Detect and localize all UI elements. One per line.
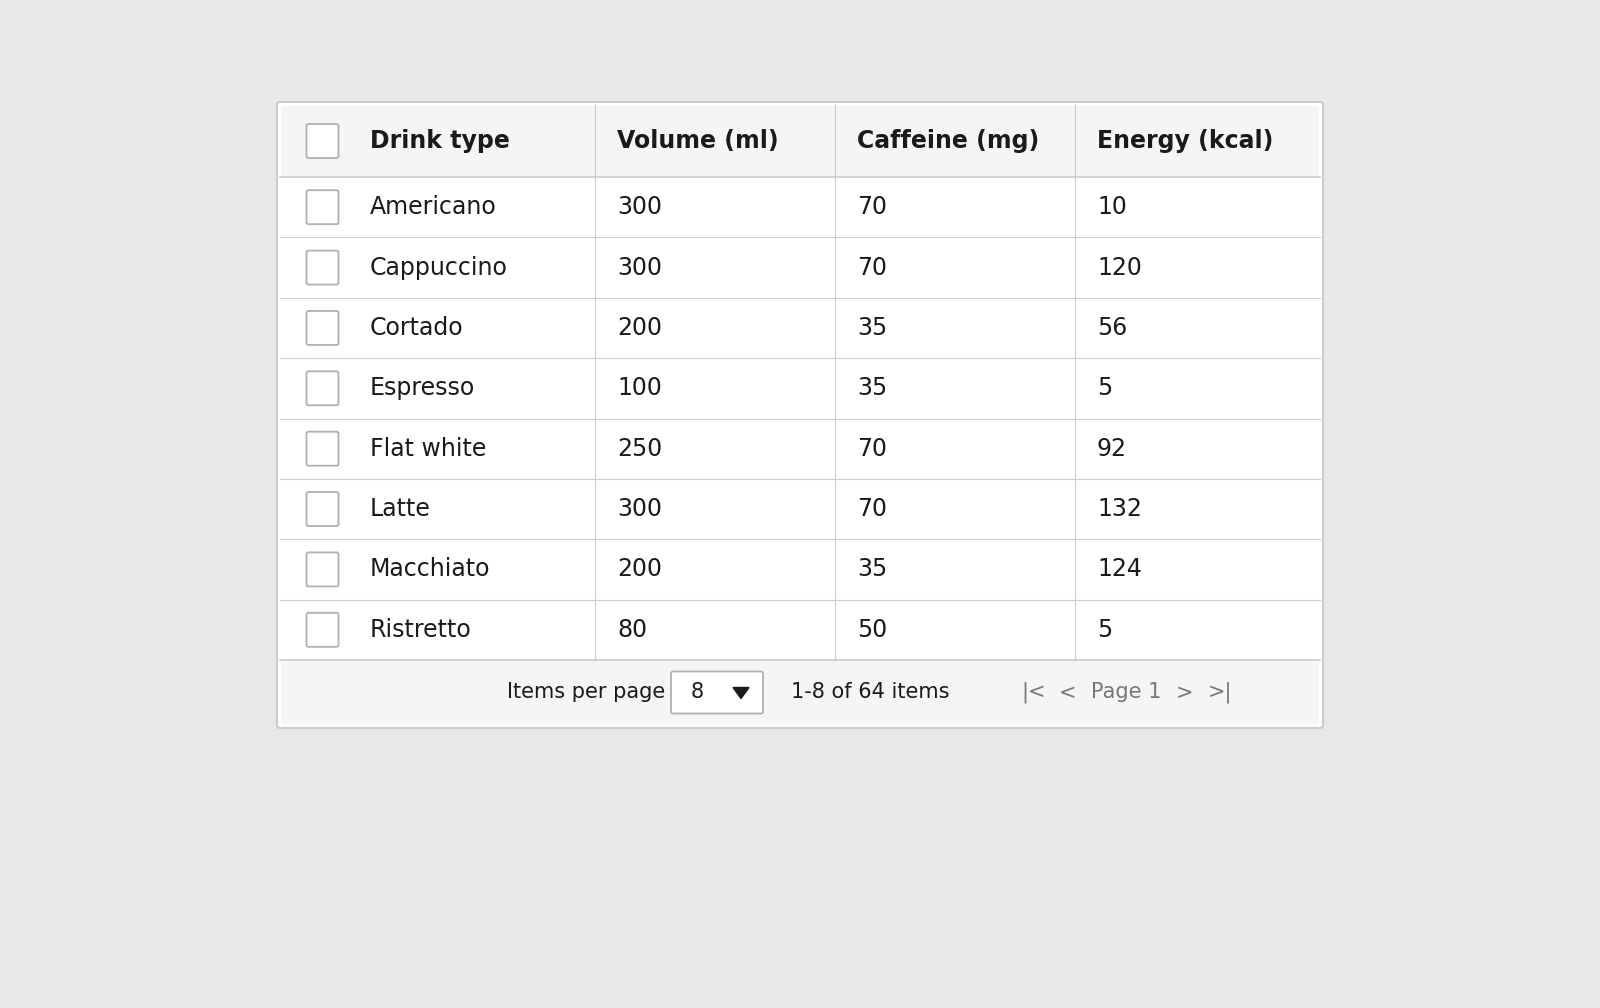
Text: 10: 10 — [1098, 196, 1126, 219]
FancyBboxPatch shape — [307, 371, 339, 405]
Text: 70: 70 — [858, 196, 886, 219]
Text: Energy (kcal): Energy (kcal) — [1098, 129, 1274, 153]
Text: Latte: Latte — [370, 497, 430, 521]
Text: 70: 70 — [858, 497, 886, 521]
Text: 92: 92 — [1098, 436, 1126, 461]
Text: 8: 8 — [691, 682, 704, 703]
Text: 35: 35 — [858, 557, 888, 582]
Text: 200: 200 — [618, 557, 662, 582]
Text: 1-8 of 64 items: 1-8 of 64 items — [790, 682, 949, 703]
FancyBboxPatch shape — [670, 671, 763, 714]
Bar — [282, 660, 1318, 724]
FancyBboxPatch shape — [307, 552, 339, 587]
Polygon shape — [733, 687, 749, 699]
Text: 124: 124 — [1098, 557, 1142, 582]
FancyBboxPatch shape — [307, 251, 339, 284]
Text: 300: 300 — [618, 196, 662, 219]
FancyBboxPatch shape — [307, 191, 339, 224]
Text: 132: 132 — [1098, 497, 1142, 521]
Text: Cappuccino: Cappuccino — [370, 256, 507, 279]
Text: 200: 200 — [618, 316, 662, 340]
Text: Americano: Americano — [370, 196, 496, 219]
Text: 5: 5 — [1098, 618, 1112, 642]
Text: 300: 300 — [618, 256, 662, 279]
Text: Drink type: Drink type — [370, 129, 510, 153]
Text: <: < — [1059, 682, 1077, 703]
Text: 70: 70 — [858, 256, 886, 279]
Text: 100: 100 — [618, 376, 662, 400]
Bar — [282, 106, 1318, 177]
Text: 5: 5 — [1098, 376, 1112, 400]
Text: 56: 56 — [1098, 316, 1128, 340]
Text: Page 1: Page 1 — [1091, 682, 1162, 703]
Text: Caffeine (mg): Caffeine (mg) — [858, 129, 1040, 153]
FancyBboxPatch shape — [277, 102, 1323, 728]
Text: Espresso: Espresso — [370, 376, 475, 400]
FancyBboxPatch shape — [307, 613, 339, 647]
Text: 70: 70 — [858, 436, 886, 461]
Text: 50: 50 — [858, 618, 888, 642]
Text: Cortado: Cortado — [370, 316, 464, 340]
FancyBboxPatch shape — [307, 310, 339, 345]
Text: 300: 300 — [618, 497, 662, 521]
Text: Volume (ml): Volume (ml) — [618, 129, 779, 153]
Text: 35: 35 — [858, 316, 888, 340]
FancyBboxPatch shape — [307, 492, 339, 526]
Text: >: > — [1176, 682, 1194, 703]
Text: 80: 80 — [618, 618, 646, 642]
Text: Macchiato: Macchiato — [370, 557, 491, 582]
Text: 35: 35 — [858, 376, 888, 400]
Text: |<: |< — [1021, 681, 1045, 704]
Text: >|: >| — [1208, 681, 1232, 704]
Text: 250: 250 — [618, 436, 662, 461]
Text: 120: 120 — [1098, 256, 1142, 279]
Text: Items per page: Items per page — [507, 682, 666, 703]
Text: Flat white: Flat white — [370, 436, 486, 461]
FancyBboxPatch shape — [307, 124, 339, 158]
Text: Ristretto: Ristretto — [370, 618, 472, 642]
FancyBboxPatch shape — [307, 431, 339, 466]
